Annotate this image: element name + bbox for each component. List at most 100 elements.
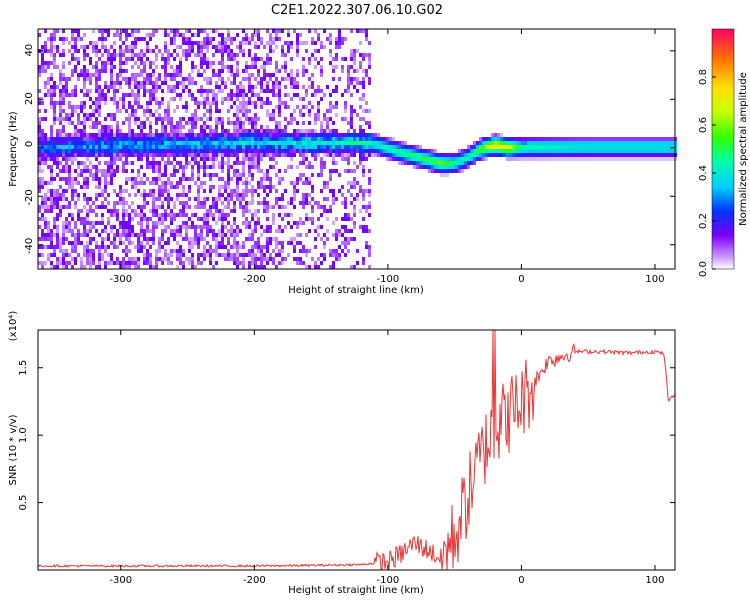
spectrogram-cell <box>284 213 287 217</box>
spectrogram-cell <box>305 133 308 137</box>
spectrogram-cell <box>356 165 359 169</box>
spectrogram-cell <box>50 261 53 265</box>
spectrogram-cell <box>257 193 260 197</box>
spectrogram-cell <box>155 209 158 213</box>
spectrogram-cell <box>107 57 110 61</box>
spectrogram-cell <box>581 145 584 149</box>
spectrogram-cell <box>344 169 347 173</box>
spectrogram-cell <box>635 141 638 145</box>
spectrogram-cell <box>38 209 41 213</box>
spectrogram-cell <box>290 225 293 229</box>
spectrogram-cell <box>368 229 371 233</box>
spectrogram-cell <box>290 213 293 217</box>
spectrogram-cell <box>140 69 143 73</box>
spectrogram-cell <box>590 157 593 161</box>
spectrogram-cell <box>74 221 77 225</box>
spectrogram-cell <box>209 213 212 217</box>
spectrogram-cell <box>296 149 299 153</box>
spectrogram-cell <box>269 113 272 117</box>
spectrogram-cell <box>542 137 545 141</box>
spectrogram-cell <box>227 249 230 253</box>
spectrogram-cell <box>236 129 239 133</box>
spectrogram-cell <box>173 97 176 101</box>
spectrogram-cell <box>134 245 137 249</box>
spectrogram-cell <box>125 133 128 137</box>
spectrogram-cell <box>401 153 404 157</box>
spectrogram-cell <box>107 129 110 133</box>
spectrogram-cell <box>275 145 278 149</box>
spectrogram-cell <box>344 37 347 41</box>
spectrogram-cell <box>170 149 173 153</box>
snr-x-tick-label: -100 <box>377 575 400 586</box>
spectrogram-cell <box>242 161 245 165</box>
spectrogram-cell <box>518 153 521 157</box>
spectrogram-cell <box>224 225 227 229</box>
spectrogram-cell <box>128 265 131 269</box>
spectrogram-cell <box>119 53 122 57</box>
spectrogram-cell <box>44 81 47 85</box>
spectrogram-cell <box>314 157 317 161</box>
spectrogram-cell <box>320 189 323 193</box>
spectrogram-cell <box>227 221 230 225</box>
spectrogram-cell <box>269 225 272 229</box>
spectrogram-cell <box>572 141 575 145</box>
spectrogram-cell <box>446 173 449 177</box>
spectrogram-cell <box>104 169 107 173</box>
spectrogram-cell <box>284 189 287 193</box>
spectrogram-cell <box>152 193 155 197</box>
spectrogram-cell <box>335 57 338 61</box>
spectrogram-cell <box>116 217 119 221</box>
spectrogram-cell <box>320 169 323 173</box>
spectrogram-cell <box>68 229 71 233</box>
spectrogram-cell <box>266 101 269 105</box>
spectrogram-cell <box>221 245 224 249</box>
spectrogram-cell <box>56 241 59 245</box>
spectrogram-cell <box>410 149 413 153</box>
spectrogram-cell <box>131 169 134 173</box>
spectrogram-cell <box>539 153 542 157</box>
spectrogram-cell <box>362 225 365 229</box>
spectrogram-cell <box>230 57 233 61</box>
spectrogram-cell <box>248 129 251 133</box>
spectrogram-cell <box>368 205 371 209</box>
spectrogram-cell <box>161 245 164 249</box>
spectrogram-cell <box>47 197 50 201</box>
spectrogram-cell <box>53 93 56 97</box>
spectrogram-cell <box>71 57 74 61</box>
spectrogram-cell <box>59 141 62 145</box>
colorbar-ticks: 0.00.20.40.60.8 <box>698 69 716 277</box>
spectrogram-cell <box>143 65 146 69</box>
spectrogram-cell <box>98 265 101 269</box>
spectrogram-cell <box>221 33 224 37</box>
spectrogram-cell <box>146 77 149 81</box>
spectrogram-cell <box>335 149 338 153</box>
spectrogram-cell <box>206 157 209 161</box>
spectrogram-cell <box>242 165 245 169</box>
spectrogram-cell <box>362 85 365 89</box>
spectrogram-cell <box>359 41 362 45</box>
spectrogram-cell <box>416 149 419 153</box>
spectrogram-cell <box>38 125 41 129</box>
spectrogram-cell <box>179 249 182 253</box>
spectrogram-cell <box>128 125 131 129</box>
spectrogram-cell <box>233 93 236 97</box>
spectrogram-cell <box>50 241 53 245</box>
spectrogram-cell <box>47 49 50 53</box>
spectrogram-cell <box>248 85 251 89</box>
spectrogram-cell <box>107 137 110 141</box>
spectrogram-cell <box>83 113 86 117</box>
spectrogram-cell <box>86 53 89 57</box>
spectrogram-cell <box>278 89 281 93</box>
spectrogram-cell <box>251 213 254 217</box>
spectrogram-cell <box>368 253 371 257</box>
spectrogram-cell <box>254 93 257 97</box>
spectrogram-cell <box>485 145 488 149</box>
spectrogram-cell <box>254 261 257 265</box>
spectrogram-cell <box>269 57 272 61</box>
spectrogram-cell <box>512 149 515 153</box>
spectrogram-cell <box>479 137 482 141</box>
spectrogram-cell <box>182 165 185 169</box>
spectrogram-cell <box>101 45 104 49</box>
spectrogram-cell <box>305 233 308 237</box>
spectrogram-cell <box>383 145 386 149</box>
